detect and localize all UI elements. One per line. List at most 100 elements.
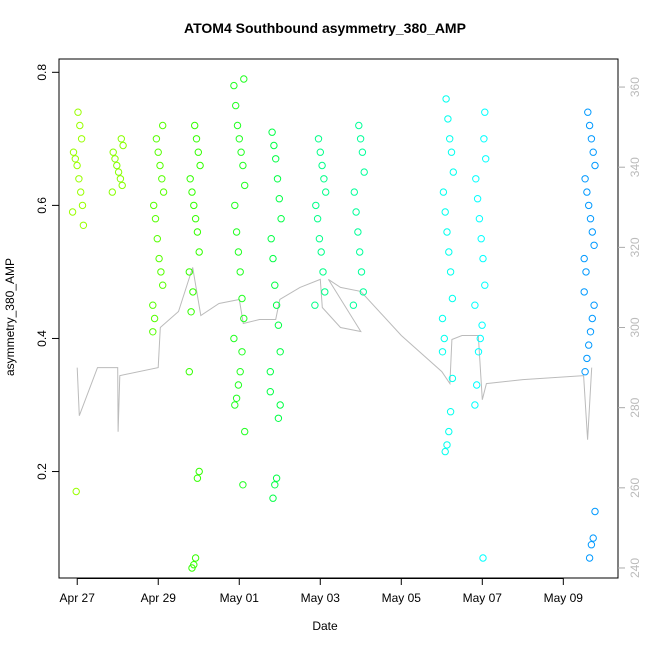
- data-point: [230, 334, 238, 343]
- data-point: [234, 381, 243, 389]
- data-point: [448, 294, 457, 303]
- y-tick-label: 0.4: [35, 330, 49, 347]
- data-point: [317, 248, 325, 256]
- x-tick-label: Apr 27: [60, 591, 96, 605]
- data-point: [276, 348, 284, 356]
- data-point: [322, 188, 330, 196]
- data-point: [240, 314, 248, 323]
- data-point: [584, 108, 592, 116]
- data-point: [230, 81, 238, 90]
- data-point: [478, 321, 486, 329]
- data-point: [79, 221, 88, 230]
- x-tick-label: Apr 29: [141, 591, 177, 605]
- data-point: [356, 248, 364, 256]
- data-point: [191, 121, 199, 130]
- data-point: [111, 155, 119, 163]
- data-point: [241, 427, 249, 436]
- data-point: [159, 281, 167, 289]
- data-point: [474, 348, 483, 356]
- data-point: [360, 168, 368, 176]
- data-point: [482, 155, 490, 163]
- data-point: [448, 374, 457, 383]
- x-axis-label: Date: [312, 619, 338, 633]
- y2-tick-label: 260: [628, 477, 642, 497]
- data-point: [443, 441, 451, 449]
- data-point: [159, 188, 168, 196]
- data-point: [191, 554, 200, 562]
- y2-tick-label: 300: [628, 317, 642, 337]
- data-point: [77, 188, 85, 196]
- data-point: [585, 121, 594, 130]
- data-point: [321, 288, 329, 296]
- data-point: [357, 268, 366, 276]
- data-point: [270, 141, 278, 150]
- data-point: [590, 301, 598, 309]
- data-point: [481, 108, 489, 116]
- data-point: [189, 288, 197, 296]
- data-point: [446, 268, 455, 276]
- y2-tick-label: 340: [628, 157, 642, 177]
- data-point: [582, 268, 590, 276]
- data-point: [471, 301, 479, 309]
- data-point: [277, 215, 285, 223]
- data-point: [355, 121, 363, 130]
- y-tick-label: 0.6: [35, 197, 49, 214]
- y2-tick-label: 280: [628, 397, 642, 417]
- data-point: [438, 314, 447, 323]
- data-point: [587, 135, 596, 143]
- data-point: [266, 368, 274, 376]
- data-point: [473, 381, 481, 389]
- data-point: [273, 175, 282, 183]
- data-point: [320, 175, 328, 183]
- data-point: [473, 195, 482, 203]
- x-tick-label: May 03: [301, 591, 341, 605]
- data-point: [316, 148, 324, 156]
- data-point: [187, 308, 195, 316]
- data-point: [75, 175, 83, 183]
- data-point: [476, 334, 484, 343]
- data-point: [154, 148, 162, 156]
- data-point: [153, 235, 162, 243]
- data-point: [76, 121, 84, 130]
- y-tick-label: 0.8: [35, 64, 49, 81]
- y2-tick-label: 360: [628, 77, 642, 97]
- x-tick-label: May 07: [463, 591, 503, 605]
- data-point: [186, 175, 194, 183]
- data-point: [581, 368, 589, 376]
- data-point: [272, 155, 280, 163]
- data-point: [241, 181, 249, 190]
- x-tick-label: May 05: [382, 591, 422, 605]
- data-point: [152, 135, 161, 143]
- data-point: [591, 507, 599, 516]
- data-point: [108, 188, 117, 196]
- data-point: [471, 401, 479, 409]
- data-point: [71, 155, 80, 163]
- data-point: [440, 334, 448, 343]
- data-point: [477, 235, 485, 243]
- chart-title: ATOM4 Southbound asymmetry_380_AMP: [184, 20, 466, 36]
- data-point: [159, 121, 167, 130]
- data-point: [444, 115, 452, 123]
- data-point: [190, 201, 198, 210]
- data-point: [238, 294, 246, 303]
- data-point: [356, 135, 365, 143]
- data-point: [585, 554, 594, 562]
- data-point: [240, 75, 248, 83]
- secondary-series-layer: [76, 267, 593, 440]
- x-tick-label: May 09: [544, 591, 584, 605]
- data-point: [481, 281, 489, 289]
- data-point: [236, 368, 244, 376]
- data-point: [589, 148, 597, 156]
- data-point: [117, 135, 126, 143]
- data-point: [73, 161, 81, 170]
- data-point: [447, 148, 456, 156]
- data-point: [150, 314, 159, 323]
- data-point: [231, 201, 239, 210]
- data-point: [236, 268, 244, 276]
- data-point: [268, 128, 276, 136]
- data-point: [272, 301, 281, 309]
- data-point: [442, 95, 450, 103]
- data-point: [271, 481, 279, 489]
- data-point: [472, 175, 480, 183]
